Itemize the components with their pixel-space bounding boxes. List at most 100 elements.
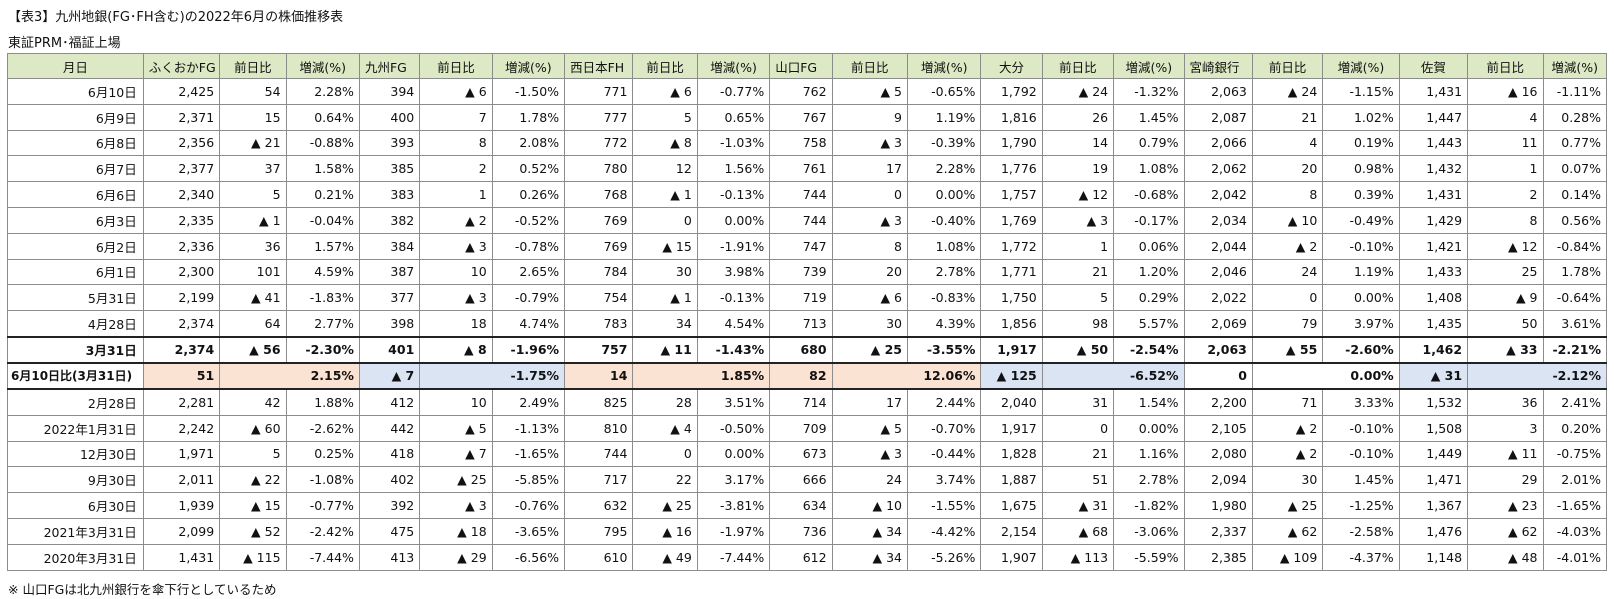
- value-cell: 400: [358, 103, 421, 131]
- value-cell: ▲ 16: [632, 517, 698, 545]
- value-cell: 0.21%: [285, 181, 360, 208]
- value-cell: 1.78%: [1542, 258, 1607, 286]
- compare-row-group: 6月10日比(3月31日) 51 2.15% ▲ 7 -1.75% 14 1.8…: [7, 362, 1607, 390]
- header-prev-day: 前日比: [1251, 53, 1324, 79]
- value-cell: 42: [219, 388, 287, 416]
- value-cell: 402: [358, 466, 421, 494]
- value-cell: 2,099: [142, 517, 221, 545]
- value-cell: 2,042: [1183, 181, 1253, 208]
- value-cell: 673: [769, 440, 833, 468]
- value-cell: -1.55%: [906, 492, 982, 519]
- value-cell: 401: [358, 335, 421, 364]
- value-cell: 717: [564, 466, 634, 494]
- value-cell: -0.13%: [696, 284, 771, 312]
- value-cell: -1.82%: [1113, 492, 1185, 519]
- value-cell: -1.25%: [1322, 492, 1400, 519]
- value-cell: ▲ 25: [632, 492, 698, 519]
- value-cell: 2,069: [1183, 310, 1253, 338]
- date-cell: 6月7日: [7, 155, 144, 183]
- value-cell: -1.13%: [491, 414, 566, 442]
- value-cell: 5: [219, 181, 287, 208]
- value-cell: 1,367: [1398, 492, 1469, 519]
- value-cell: 377: [358, 284, 421, 312]
- value-cell: 9: [831, 103, 908, 131]
- value-cell: 30: [831, 310, 908, 338]
- compare-diff-yamaguchi: 82: [769, 362, 833, 390]
- value-cell: 21: [1251, 103, 1324, 131]
- value-cell: 2.49%: [491, 388, 566, 416]
- value-cell: -1.96%: [491, 335, 566, 364]
- value-cell: ▲ 11: [1467, 440, 1544, 468]
- value-cell: 757: [564, 335, 634, 364]
- value-cell: -0.40%: [906, 206, 982, 234]
- value-cell: 2,371: [142, 103, 221, 131]
- value-cell: ▲ 24: [1041, 78, 1115, 105]
- value-cell: 0.65%: [696, 103, 771, 131]
- value-cell: 2.28%: [906, 155, 982, 183]
- value-cell: 1: [1041, 232, 1115, 260]
- value-cell: -0.50%: [696, 414, 771, 442]
- value-cell: ▲ 3: [1041, 206, 1115, 234]
- value-cell: -7.44%: [696, 543, 771, 571]
- table-row: 6月2日 2,336 36 1.57% 384 ▲ 3 -0.78% 769 ▲ 15 -1.91…: [7, 232, 1607, 260]
- value-cell: 3.33%: [1322, 388, 1400, 416]
- compare-diff-nishinippon: 14: [564, 362, 634, 390]
- value-cell: 4: [1467, 103, 1544, 131]
- value-cell: 412: [358, 388, 421, 416]
- value-cell: 8: [419, 129, 493, 157]
- header-date: 月日: [7, 53, 144, 79]
- table-title: 【表3】九州地銀(FG･FH含む)の2022年6月の株価推移表: [8, 10, 344, 25]
- value-cell: -2.21%: [1542, 335, 1607, 364]
- value-cell: -2.60%: [1322, 335, 1400, 364]
- value-cell: 2,300: [142, 258, 221, 286]
- value-cell: 34: [632, 310, 698, 338]
- date-cell: 6月6日: [7, 181, 144, 208]
- value-cell: 37: [219, 155, 287, 183]
- table-row: 2020年3月31日 1,431 ▲ 115 -7.44% 413 ▲ 29 -6.56% 6…: [7, 543, 1607, 571]
- value-cell: ▲ 5: [831, 414, 908, 442]
- value-cell: 8: [1467, 206, 1544, 234]
- value-cell: 29: [1467, 466, 1544, 494]
- value-cell: -1.65%: [491, 440, 566, 468]
- value-cell: 393: [358, 129, 421, 157]
- header-nishinippon-fh: 西日本FH: [564, 53, 634, 79]
- value-cell: 780: [564, 155, 634, 183]
- date-cell: 12月30日: [7, 440, 144, 468]
- value-cell: 769: [564, 206, 634, 234]
- value-cell: 0: [632, 440, 698, 468]
- value-cell: ▲ 62: [1467, 517, 1544, 545]
- value-cell: 1.58%: [285, 155, 360, 183]
- table-row: 6月6日 2,340 5 0.21% 383 1 0.26% 768 ▲ 1 -0.13% 744 0…: [7, 181, 1607, 208]
- value-cell: ▲ 1: [632, 284, 698, 312]
- value-cell: 5: [632, 103, 698, 131]
- value-cell: 0.77%: [1542, 129, 1607, 157]
- value-cell: 767: [769, 103, 833, 131]
- value-cell: -0.39%: [906, 129, 982, 157]
- value-cell: ▲ 34: [831, 517, 908, 545]
- value-cell: -0.77%: [285, 492, 360, 519]
- header-oita: 大分: [980, 53, 1043, 79]
- value-cell: 2,087: [1183, 103, 1253, 131]
- value-cell: 2,040: [980, 388, 1043, 416]
- table-row: 6月7日 2,377 37 1.58% 385 2 0.52% 780 12 1.56% 761 17…: [7, 155, 1607, 183]
- value-cell: 0.20%: [1542, 414, 1607, 442]
- value-cell: 3: [1467, 414, 1544, 442]
- value-cell: 4: [1251, 129, 1324, 157]
- value-cell: 24: [1251, 258, 1324, 286]
- value-cell: 0: [831, 181, 908, 208]
- value-cell: 2,046: [1183, 258, 1253, 286]
- value-cell: 2,385: [1183, 543, 1253, 571]
- value-cell: 1,431: [1398, 181, 1469, 208]
- value-cell: 2.41%: [1542, 388, 1607, 416]
- header-change-pct: 増減(%): [1113, 53, 1185, 79]
- value-cell: 101: [219, 258, 287, 286]
- value-cell: 2.65%: [491, 258, 566, 286]
- value-cell: ▲ 21: [219, 129, 287, 157]
- value-cell: 2,063: [1183, 335, 1253, 364]
- value-cell: ▲ 29: [419, 543, 493, 571]
- value-cell: 739: [769, 258, 833, 286]
- value-cell: 20: [831, 258, 908, 286]
- value-cell: 1,776: [980, 155, 1043, 183]
- value-cell: 744: [769, 181, 833, 208]
- value-cell: ▲ 15: [219, 492, 287, 519]
